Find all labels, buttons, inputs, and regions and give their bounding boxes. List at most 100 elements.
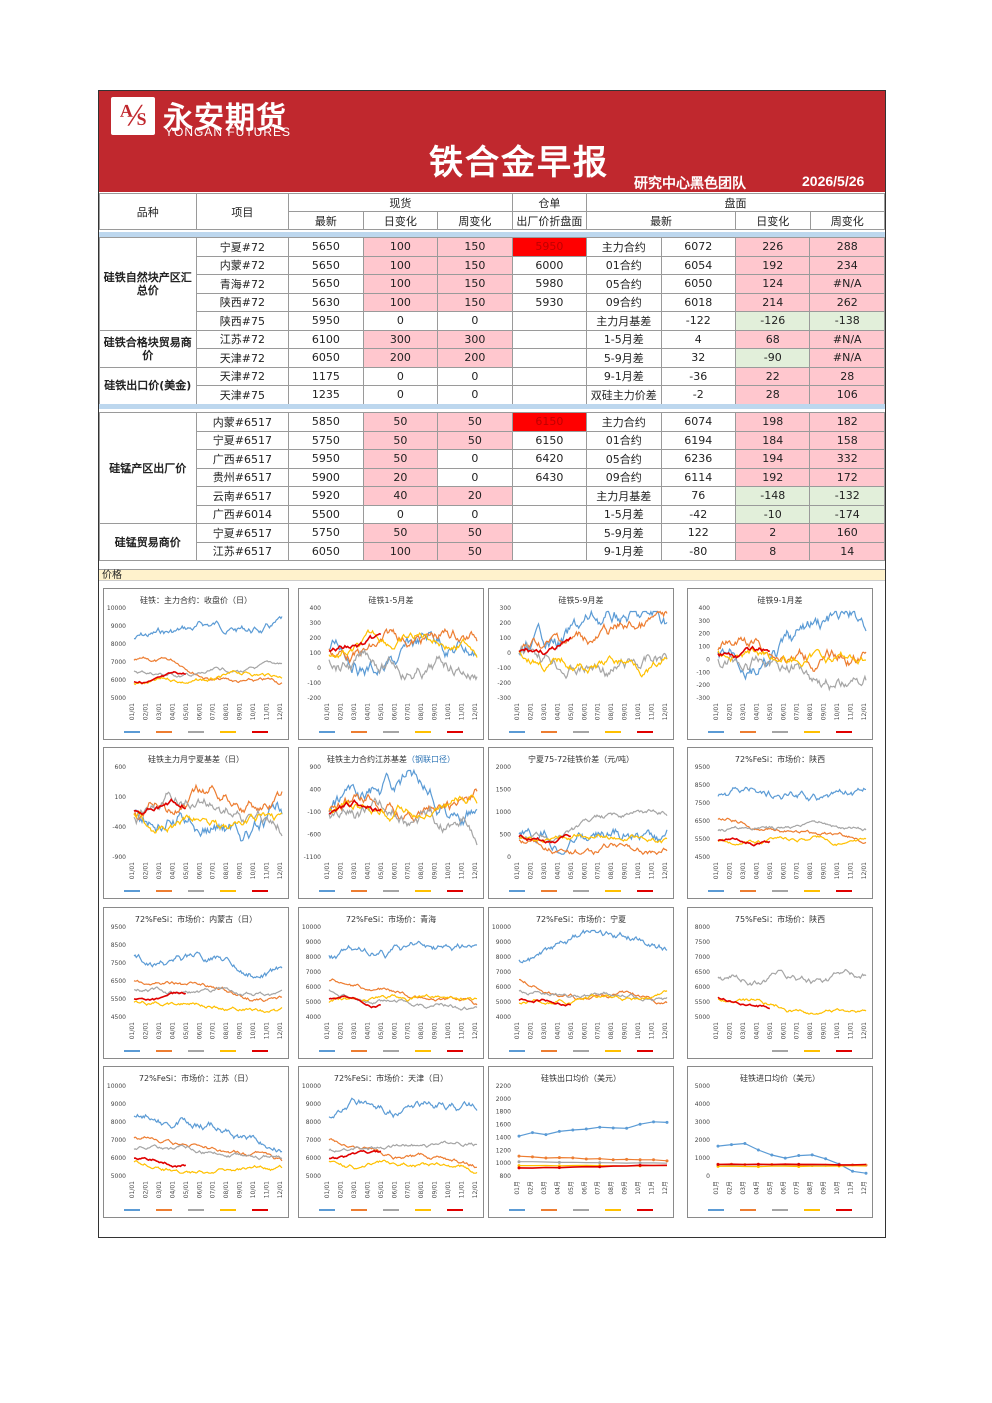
item-cell: 陕西#75: [195, 311, 290, 331]
y-tick-label: -300: [497, 695, 511, 702]
y-tick-label: -200: [307, 695, 321, 702]
x-tick-label: 06/01: [196, 1181, 203, 1198]
x-tick-label: 05/01: [378, 1181, 385, 1198]
x-tick-label: 02月: [726, 1181, 733, 1195]
separator: [99, 232, 885, 237]
x-tick-label: 01/01: [514, 862, 521, 879]
spot-daily: 0: [362, 504, 439, 524]
x-tick-label: 07/01: [210, 1181, 217, 1198]
logo-english: YONGAN FUTURES: [165, 125, 292, 139]
futures-daily: 8: [734, 541, 811, 561]
x-tick-label: 01/01: [514, 703, 521, 720]
series-line: [717, 817, 867, 845]
series-point: [665, 1159, 669, 1163]
spot-daily: 100: [362, 237, 439, 257]
chart-panel: 硅铁主力月宁夏基差（日） 600 100 -400 -900 01/01 02/01 03/0…: [103, 747, 289, 899]
series-line: [518, 650, 668, 678]
spot-weekly: 150: [437, 274, 513, 294]
x-tick-label: 11月: [848, 1181, 855, 1195]
series-point: [517, 1164, 521, 1168]
series-line: [328, 794, 478, 823]
spot-weekly: 150: [437, 255, 513, 275]
y-tick-label: -200: [696, 682, 710, 689]
futures-weekly: 160: [809, 523, 885, 543]
table-row: 陕西#72 5630 100 150 5930 09合约 6018 214 262: [100, 292, 885, 312]
x-tick-label: 06月: [581, 1181, 588, 1195]
x-tick-label: 05/01: [183, 1181, 190, 1198]
spot-latest: 6100: [288, 329, 364, 349]
series-point: [530, 1131, 534, 1135]
x-tick-label: 06/01: [391, 1181, 398, 1198]
chart-title: 72%FeSi：市场价：陕西: [734, 755, 826, 764]
team-name: 研究中心黑色团队: [634, 176, 746, 192]
contract-name: 05合约: [586, 274, 662, 294]
spot-daily: 50: [362, 412, 439, 432]
spot-weekly: 300: [437, 329, 513, 349]
futures-daily: -126: [734, 311, 811, 331]
x-tick-label: 08月: [807, 1181, 814, 1195]
series-line: [518, 609, 668, 657]
series-line: [717, 654, 867, 692]
series-point: [584, 1157, 588, 1161]
chart-subtitle: （钢联口径）: [407, 755, 455, 764]
series-point: [517, 1134, 521, 1138]
series-point: [625, 1157, 629, 1161]
chart-panel: 72%FeSi：市场价：天津（日） 10000 9000 8000 7000 6000 50…: [298, 1066, 484, 1218]
spot-latest: 5500: [288, 504, 364, 524]
series-point: [783, 1156, 787, 1160]
warehouse-price: 6150: [511, 430, 588, 450]
spot-daily: 40: [362, 486, 439, 506]
x-tick-label: 04/01: [753, 862, 760, 879]
x-tick-label: 07月: [595, 1181, 602, 1195]
series-line: [717, 636, 867, 672]
series-point: [557, 1129, 561, 1133]
y-tick-label: 200: [310, 635, 322, 642]
category-label: 硅锰贸易商价: [99, 523, 197, 561]
contract-name: 主力合约: [586, 412, 662, 432]
futures-daily: 28: [734, 385, 811, 405]
item-cell: 天津#75: [195, 385, 290, 405]
y-tick-label: 9500: [111, 924, 126, 931]
futures-weekly: 172: [809, 467, 885, 487]
x-tick-label: 12/01: [861, 703, 868, 720]
x-tick-label: 06/01: [780, 703, 787, 720]
chart-panel: 75%FeSi：市场价：陕西 8000 7500 7000 6500 6000 5500 50…: [687, 907, 873, 1059]
x-tick-label: 10/01: [834, 862, 841, 879]
x-tick-label: 08/01: [223, 1181, 230, 1198]
y-tick-label: 10000: [302, 924, 321, 931]
series-line: [717, 835, 867, 847]
spot-weekly: 150: [437, 292, 513, 312]
x-tick-label: 03月: [541, 1181, 548, 1195]
report-title: 铁合金早报: [429, 143, 609, 183]
x-tick-label: 12/01: [472, 1022, 479, 1039]
x-tick-label: 10/01: [635, 1022, 642, 1039]
y-tick-label: 1000: [695, 1155, 710, 1162]
spot-latest: 5650: [288, 255, 364, 275]
contract-name: 5-9月差: [586, 348, 662, 368]
x-tick-label: 04/01: [169, 1022, 176, 1039]
x-tick-label: 02/01: [142, 862, 149, 879]
series-line: [717, 1164, 867, 1168]
contract-name: 1-5月差: [586, 329, 662, 349]
series-point: [584, 1127, 588, 1131]
futures-latest: 6050: [660, 274, 737, 294]
x-tick-label: 03/01: [740, 1022, 747, 1039]
x-tick-label: 01/01: [713, 862, 720, 879]
series-line: [328, 632, 382, 653]
table-row: 宁夏#6517 5750 50 50 6150 01合约 6194 184 158: [100, 430, 885, 450]
spot-latest: 5920: [288, 486, 364, 506]
x-tick-label: 07/01: [405, 1022, 412, 1039]
futures-latest: 6054: [660, 255, 737, 275]
series-point: [544, 1156, 548, 1160]
spot-daily: 0: [362, 311, 439, 331]
x-tick-label: 10/01: [250, 703, 257, 720]
series-line: [133, 810, 283, 834]
x-tick-label: 12/01: [277, 703, 284, 720]
x-tick-label: 03/01: [740, 703, 747, 720]
futures-latest: -122: [660, 311, 737, 331]
futures-latest: 6236: [660, 449, 737, 469]
table-row: 内蒙#72 5650 100 150 6000 01合约 6054 192 234: [100, 255, 885, 275]
series-point: [716, 1162, 720, 1166]
